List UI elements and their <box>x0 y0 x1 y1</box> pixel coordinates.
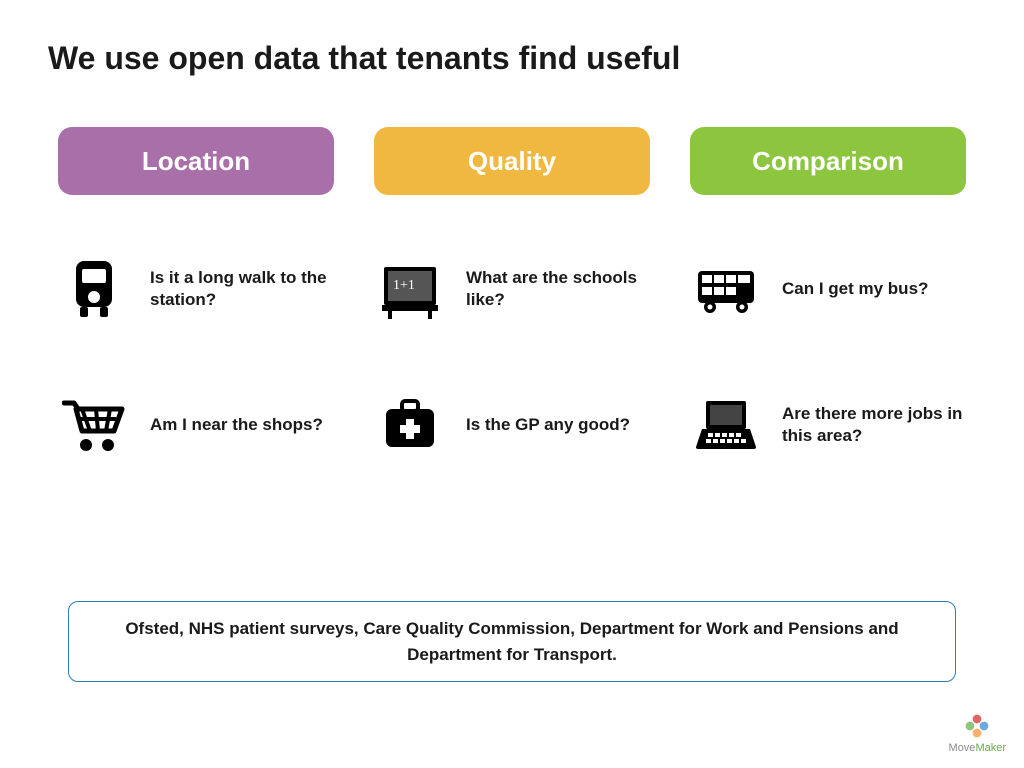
pill-row: Location Quality Comparison <box>58 127 966 195</box>
bus-icon <box>690 253 762 325</box>
item-text: What are the schools like? <box>466 267 650 311</box>
logo-word2: Maker <box>975 742 1006 754</box>
shopping-cart-icon <box>58 389 130 461</box>
page-title: We use open data that tenants find usefu… <box>48 40 976 77</box>
items-grid: Is it a long walk to the station? 1+1 Wh… <box>58 253 966 461</box>
flower-icon <box>963 712 991 740</box>
item-gp: Is the GP any good? <box>374 389 650 461</box>
item-text: Can I get my bus? <box>782 278 928 300</box>
pill-quality: Quality <box>374 127 650 195</box>
item-station: Is it a long walk to the station? <box>58 253 334 325</box>
pill-comparison: Comparison <box>690 127 966 195</box>
train-icon <box>58 253 130 325</box>
medical-bag-icon <box>374 389 446 461</box>
data-sources-box: Ofsted, NHS patient surveys, Care Qualit… <box>68 601 956 682</box>
item-bus: Can I get my bus? <box>690 253 966 325</box>
svg-text:1+1: 1+1 <box>393 278 415 293</box>
laptop-icon <box>690 389 762 461</box>
item-shops: Am I near the shops? <box>58 389 334 461</box>
chalkboard-icon: 1+1 <box>374 253 446 325</box>
item-text: Are there more jobs in this area? <box>782 403 966 447</box>
item-text: Is the GP any good? <box>466 414 630 436</box>
item-schools: 1+1 What are the schools like? <box>374 253 650 325</box>
item-text: Am I near the shops? <box>150 414 323 436</box>
slide: We use open data that tenants find usefu… <box>0 0 1024 768</box>
movemaker-logo: MoveMaker <box>949 712 1006 754</box>
item-jobs: Are there more jobs in this area? <box>690 389 966 461</box>
logo-text: MoveMaker <box>949 742 1006 754</box>
pill-location: Location <box>58 127 334 195</box>
item-text: Is it a long walk to the station? <box>150 267 334 311</box>
logo-word1: Move <box>949 742 976 754</box>
